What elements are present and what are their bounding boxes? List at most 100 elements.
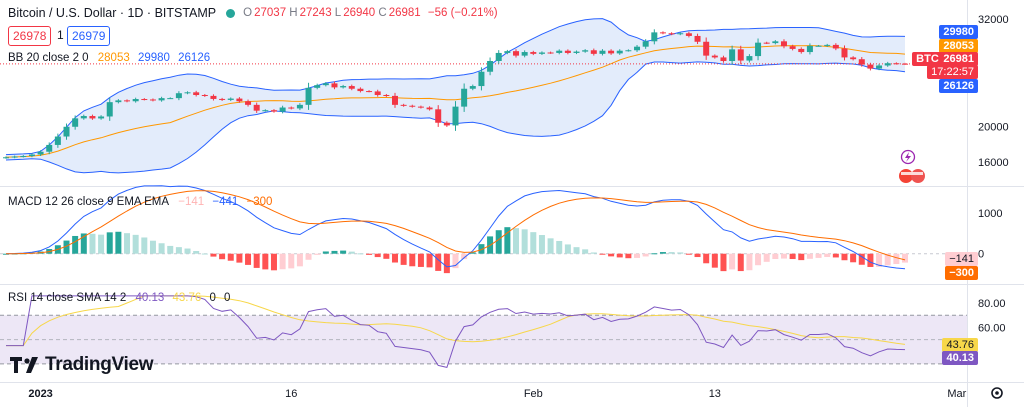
candle-body bbox=[651, 32, 658, 42]
candle-body bbox=[746, 56, 753, 61]
candle-body bbox=[590, 50, 597, 54]
macd-hist-bar bbox=[219, 253, 226, 260]
candle-body bbox=[538, 52, 545, 54]
macd-hist-bar bbox=[417, 253, 424, 267]
sell-price-button[interactable]: 26978 bbox=[8, 26, 52, 46]
countdown-tag: 17:22:57 bbox=[927, 65, 978, 79]
economic-event-icon bbox=[911, 169, 925, 183]
time-axis-label: 2023 bbox=[28, 388, 52, 400]
candle-body bbox=[599, 50, 606, 54]
candle-body bbox=[296, 104, 303, 109]
candle-body bbox=[772, 41, 779, 44]
bb-upper-tag: 29980 bbox=[939, 25, 978, 39]
candle-body bbox=[245, 101, 252, 105]
candle-body bbox=[262, 110, 269, 112]
rsi-line bbox=[6, 295, 906, 368]
macd-hist-bar bbox=[115, 231, 122, 254]
rsi-extra-1: 0 bbox=[209, 292, 216, 304]
last-price-tag: 26981 bbox=[939, 52, 978, 66]
macd-hist-bar bbox=[167, 245, 174, 254]
macd-hist-bar bbox=[789, 253, 796, 260]
candle-body bbox=[184, 92, 191, 94]
candle-body bbox=[28, 154, 35, 157]
macd-hist-bar bbox=[564, 244, 571, 254]
macd-hist-bar bbox=[175, 247, 182, 254]
macd-label: MACD 12 26 close 9 EMA EMA bbox=[8, 196, 170, 208]
candle-body bbox=[703, 41, 710, 56]
bb-label: BB 20 close 2 0 bbox=[8, 52, 89, 64]
macd-hist-bar bbox=[832, 253, 839, 258]
candle-body bbox=[729, 49, 736, 61]
macd-hist-bar bbox=[443, 253, 450, 274]
macd-legend[interactable]: MACD 12 26 close 9 EMA EMA −141 −441 −30… bbox=[8, 196, 272, 208]
macd-hist-bar bbox=[763, 253, 770, 262]
bb-lower-value: 26126 bbox=[178, 52, 211, 64]
macd-hist-bar bbox=[824, 253, 831, 258]
price-axis-tick: 20000 bbox=[978, 121, 1009, 133]
macd-hist-bar bbox=[383, 253, 390, 259]
candle-body bbox=[668, 33, 675, 35]
macd-hist-bar bbox=[89, 233, 96, 254]
macd-hist-bar bbox=[366, 253, 373, 255]
macd-hist-bar bbox=[270, 253, 277, 271]
macd-line bbox=[5, 185, 906, 270]
macd-hist-bar bbox=[193, 251, 200, 254]
candle-body bbox=[806, 45, 813, 53]
bb-lower-tag: 26126 bbox=[939, 79, 978, 93]
macd-hist-bar bbox=[478, 244, 485, 254]
macd-hist-bar bbox=[340, 250, 347, 254]
candle-body bbox=[63, 126, 70, 137]
macd-hist-bar bbox=[253, 253, 260, 268]
candle-body bbox=[253, 104, 260, 111]
macd-hist-bar bbox=[227, 253, 234, 261]
ohlc-readout: O 27037 H 27243 L 26940 C 26981 −56 (−0.21%) bbox=[243, 7, 498, 19]
candle-body bbox=[331, 83, 338, 88]
flash-bolt-icon bbox=[905, 152, 911, 162]
macd-signal-value: −300 bbox=[246, 196, 273, 208]
candle-body bbox=[348, 86, 355, 89]
macd-hist-bar bbox=[400, 253, 407, 265]
candle-body bbox=[780, 41, 787, 47]
candle-body bbox=[547, 52, 554, 54]
candle-body bbox=[755, 42, 762, 57]
candle-body bbox=[832, 44, 839, 49]
macd-hist-bar bbox=[184, 248, 191, 254]
macd-hist-bar bbox=[884, 253, 891, 266]
candle-body bbox=[314, 85, 321, 88]
time-axis-label: 13 bbox=[709, 388, 721, 400]
macd-hist-bar bbox=[210, 253, 217, 257]
rsi-axis-tick: 80.00 bbox=[978, 298, 1006, 310]
candle-body bbox=[685, 33, 692, 36]
candle-body bbox=[487, 61, 494, 72]
spread-value: 1 bbox=[57, 28, 64, 42]
candle-body bbox=[288, 107, 295, 109]
candle-body bbox=[642, 41, 649, 47]
tradingview-logo[interactable]: TradingView bbox=[10, 354, 154, 376]
candle-body bbox=[37, 151, 44, 155]
macd-hist-bar bbox=[729, 253, 736, 270]
candle-body bbox=[340, 86, 347, 88]
rsi-label: RSI 14 close SMA 14 2 bbox=[8, 292, 127, 304]
symbol-title[interactable]: Bitcoin / U.S. Dollar · 1D · BITSTAMP bbox=[8, 6, 217, 20]
tradingview-logo-icon bbox=[10, 357, 38, 373]
macd-hist-bar bbox=[711, 253, 718, 268]
candle-body bbox=[409, 105, 416, 107]
candle-body bbox=[383, 95, 390, 96]
bollinger-upper-line bbox=[5, 18, 906, 156]
macd-hist-bar bbox=[461, 253, 468, 260]
macd-hist-bar bbox=[201, 253, 208, 255]
macd-hist-bar bbox=[538, 235, 545, 254]
macd-hist-bar bbox=[124, 233, 131, 254]
bb-basis-value: 28053 bbox=[97, 52, 130, 64]
macd-hist-bar bbox=[893, 253, 900, 264]
rsi-legend[interactable]: RSI 14 close SMA 14 2 40.13 43.76 0 0 bbox=[8, 292, 230, 304]
buy-price-button[interactable]: 26979 bbox=[67, 26, 111, 46]
settings-gear-center bbox=[995, 391, 999, 395]
rsi-sma-value: 43.76 bbox=[172, 292, 202, 304]
bb-legend[interactable]: BB 20 close 2 0 28053 29980 26126 bbox=[8, 52, 210, 64]
macd-signal-tag: −300 bbox=[945, 266, 978, 280]
price-axis-tick: 16000 bbox=[978, 157, 1009, 169]
market-open-icon bbox=[226, 8, 236, 18]
macd-hist-bar bbox=[530, 232, 537, 254]
